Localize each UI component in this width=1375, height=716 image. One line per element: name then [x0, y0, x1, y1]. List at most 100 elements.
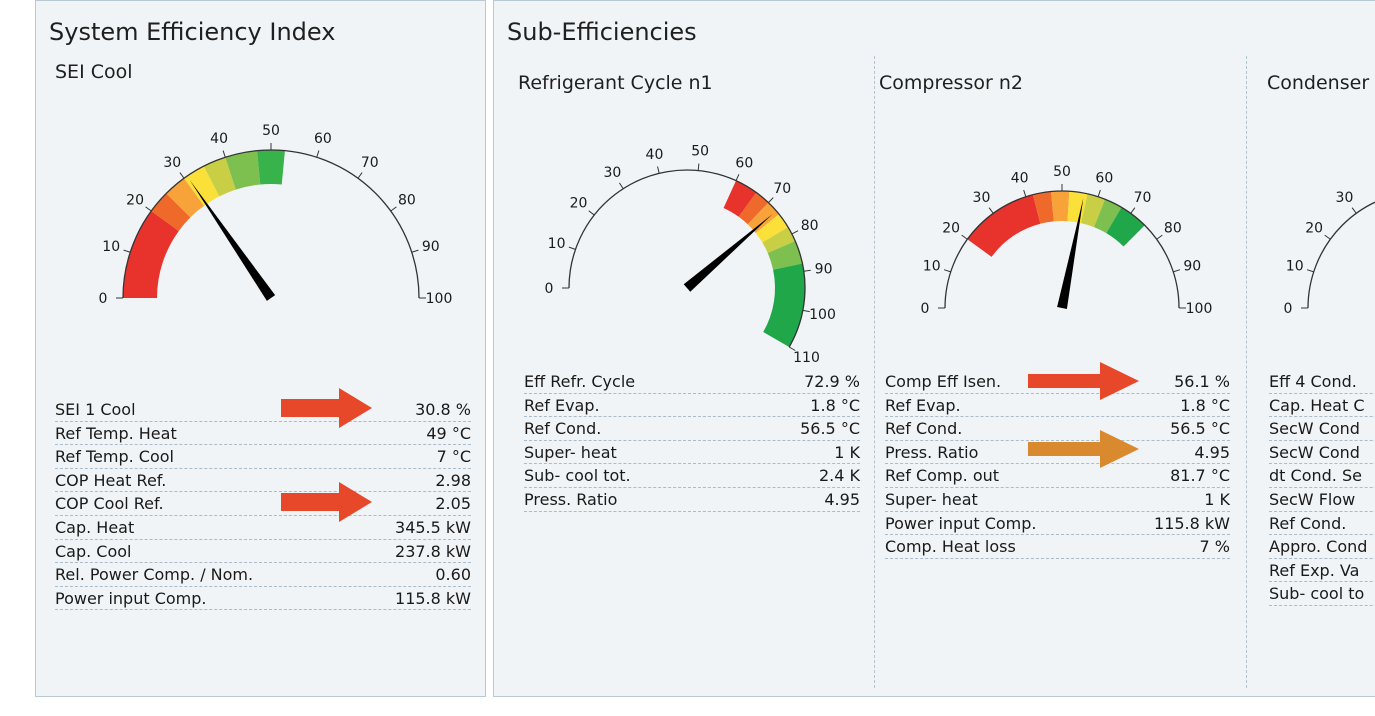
gauge-band	[1050, 191, 1070, 222]
gauge-band	[967, 194, 1041, 257]
metric-row: Ref Evap. 1.8 °C	[524, 394, 860, 418]
sei-panel: System Efficiency Index SEI Cool 0 10 20 30…	[35, 0, 486, 697]
metric-value: 237.8 kW	[395, 541, 471, 561]
metric-label: Eff 4 Cond.	[1269, 372, 1357, 391]
gauge-band	[755, 214, 789, 243]
metric-value: 49 °C	[426, 423, 471, 443]
metric-row: SecW Cond	[1269, 417, 1375, 441]
gauge-tick	[803, 269, 811, 272]
metric-value: 345.5 kW	[395, 517, 471, 537]
condenser-gauge: 0 10 20 30	[1284, 190, 1375, 317]
gauge-band	[1067, 191, 1088, 224]
sub-efficiencies-title: Sub-Efficiencies	[507, 18, 697, 46]
arrow-comp-eff-isen	[1028, 362, 1139, 400]
condenser-title: Condenser	[1267, 72, 1370, 94]
metric-row: Sub- cool tot. 2.4 K	[524, 464, 860, 488]
metric-row: Ref Temp. Cool 7 °C	[55, 445, 471, 469]
gauge-tick	[657, 166, 660, 174]
gauge-tick-label: 40	[1011, 171, 1029, 187]
gauge-band	[1080, 193, 1106, 228]
arrow-sei-1-cool	[281, 388, 372, 428]
gauge-tick-label: 0	[545, 281, 554, 297]
metric-row: SecW Cond	[1269, 441, 1375, 465]
gauge-tick	[390, 206, 397, 212]
metric-row: Press. Ratio 4.95	[524, 488, 860, 512]
gauge-tick-label: 100	[426, 291, 453, 307]
gauge-needle	[1057, 198, 1084, 309]
gauge-tick-label: 20	[1305, 220, 1323, 236]
metric-row: Ref Comp. out 81.7 °C	[885, 464, 1230, 488]
compressor-title: Compressor n2	[879, 72, 1023, 94]
gauge-tick	[1097, 189, 1101, 197]
metric-value: 4.95	[824, 489, 860, 509]
metric-label: Appro. Cond	[1269, 537, 1368, 557]
metric-label: Ref Exp. Va	[1269, 560, 1360, 580]
metric-value: 72.9 %	[804, 372, 860, 391]
gauge-tick-label: 40	[646, 147, 664, 163]
gauge-tick	[179, 172, 185, 179]
gauge-tick-label: 20	[570, 196, 588, 212]
refrigerant-cycle-gauge: 0 10 20 30 40 50 60 70 80 90 100 110	[545, 144, 836, 366]
gauge-tick	[618, 182, 624, 190]
metric-label: Rel. Power Comp. / Nom.	[55, 565, 254, 585]
gauge-tick	[222, 150, 226, 158]
metric-label: COP Cool Ref.	[55, 494, 164, 514]
metric-row: Appro. Cond	[1269, 535, 1375, 559]
gauge-tick	[943, 269, 951, 273]
metric-row: Power input Comp. 115.8 kW	[55, 587, 471, 611]
gauge-tick	[123, 249, 131, 253]
gauge-tick-label: 30	[603, 165, 621, 181]
gauge-tick	[145, 206, 152, 212]
gauge-tick-label: 80	[398, 192, 416, 208]
metric-label: Power input Comp.	[885, 513, 1037, 533]
gauge-tick-label: 50	[691, 144, 709, 160]
gauge-tick	[802, 309, 810, 313]
gauge-tick	[768, 197, 774, 203]
gauge-tick-label: 90	[1183, 259, 1201, 275]
gauge-tick	[568, 246, 576, 250]
gauge-band	[123, 211, 179, 298]
metric-row: Ref Cond. 56.5 °C	[524, 417, 860, 441]
gauge-needle	[189, 180, 276, 301]
gauge-tick-label: 10	[1286, 259, 1304, 275]
gauge-tick-label: 40	[210, 131, 228, 147]
metric-label: Press. Ratio	[885, 442, 979, 462]
metric-row: Sub- cool to	[1269, 582, 1375, 606]
gauge-band	[738, 192, 769, 225]
gauge-tick-label: 10	[923, 259, 941, 275]
arrow-shape	[1028, 430, 1139, 468]
metric-value: 7 °C	[436, 447, 471, 467]
metric-value: 81.7 °C	[1170, 466, 1230, 486]
gauge-band	[747, 202, 780, 233]
gauge-band	[723, 180, 757, 217]
gauge-tick	[788, 346, 796, 351]
refrigerant-cycle-column: Refrigerant Cycle n1 0 10 20 30 40 50 60 70 80 90…	[504, 56, 866, 688]
metric-row: Power input Comp. 115.8 kW	[885, 512, 1230, 536]
gauge-needle	[683, 214, 773, 292]
gauge-tick	[1351, 207, 1357, 214]
metric-value: 4.95	[1194, 442, 1230, 462]
metric-label: Ref Cond.	[524, 419, 602, 439]
metric-label: Cap. Heat C	[1269, 395, 1365, 415]
metric-value: 56.1 %	[1174, 372, 1230, 391]
metric-row: Eff 4 Cond.	[1269, 370, 1375, 394]
gauge-tick-label: 50	[262, 123, 280, 139]
gauge-band	[166, 178, 204, 218]
gauge-tick-label: 30	[1336, 190, 1354, 206]
gauge-tick	[411, 249, 419, 253]
compressor-gauge: 0 10 20 30 40 50 60 70 80 90 100	[921, 164, 1213, 317]
gauge-band	[762, 227, 796, 253]
metric-row: SecW Flow	[1269, 488, 1375, 512]
metric-row: Ref Temp. Heat 49 °C	[55, 422, 471, 446]
gauge-tick-label: 60	[314, 131, 332, 147]
metric-value: 2.4 K	[818, 466, 860, 486]
sei-title: System Efficiency Index	[49, 18, 336, 46]
metric-label: Cap. Cool	[55, 541, 132, 561]
metric-label: Cap. Heat	[55, 517, 135, 537]
gauge-band	[1032, 191, 1054, 224]
gauge-band	[184, 166, 220, 206]
arrow-shape	[1028, 362, 1139, 400]
metric-row: COP Cool Ref. 2.05	[55, 492, 471, 516]
metric-value: 1.8 °C	[810, 395, 860, 415]
sei-metrics-table: SEI 1 Cool 30.8 % Ref Temp. Heat 49 °C Ref T…	[55, 398, 471, 611]
